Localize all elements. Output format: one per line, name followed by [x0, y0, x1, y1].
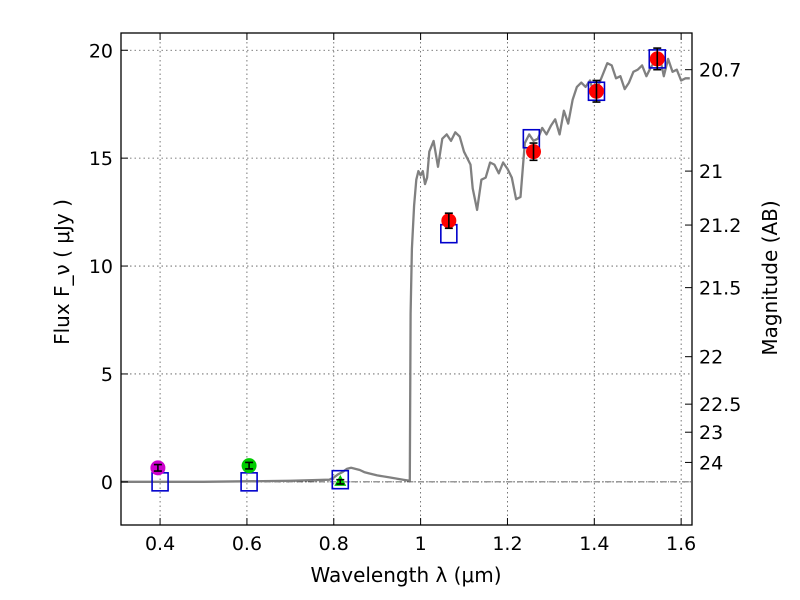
x-ticks: 0.4 0.6 0.8 1 1.2 1.4 1.6 [145, 33, 696, 555]
x-tick-label: 1.4 [579, 533, 609, 555]
sed-line [121, 53, 690, 483]
magnitude-tick-label: 21.5 [699, 278, 741, 300]
y-tick-label: 5 [101, 364, 113, 386]
x-tick-label: 0.4 [145, 533, 175, 555]
magnitude-tick-label: 22.5 [699, 394, 741, 416]
magnitude-tick-label: 24 [699, 452, 723, 474]
magnitude-tick-label: 20.7 [699, 60, 741, 82]
model-boxes [151, 49, 667, 492]
y-tick-label: 15 [89, 148, 113, 170]
x-tick-label: 0.8 [319, 533, 349, 555]
magnitude-tick-label: 21.2 [699, 215, 741, 237]
magnitude-ticks: 20.7 21 21.2 21.5 22 22.5 23 24 [685, 60, 741, 474]
y-tick-label: 10 [89, 256, 113, 278]
y-axis-label-text: Flux F_ν ( μJy ) [50, 199, 74, 345]
x-tick-label: 1.2 [492, 533, 522, 555]
y-axis-label: Flux F_ν ( μJy ) [50, 199, 74, 345]
right-axis-label: Magnitude (AB) [758, 200, 782, 355]
x-tick-label: 1.6 [666, 533, 696, 555]
plot-frame [120, 32, 693, 526]
grid-layer [121, 33, 692, 525]
magnitude-tick-label: 23 [699, 422, 723, 444]
x-axis-label: Wavelength λ (μm) [310, 563, 501, 587]
magnitude-tick-label: 22 [699, 347, 723, 369]
template-sed [121, 53, 690, 483]
y-ticks: 0 5 10 15 20 [89, 40, 128, 494]
x-tick-label: 0.6 [232, 533, 262, 555]
magnitude-tick-label: 21 [699, 161, 723, 183]
observations [150, 47, 665, 486]
model-box [331, 469, 350, 490]
y-tick-label: 20 [89, 40, 113, 62]
x-tick-label: 1 [415, 533, 427, 555]
y-tick-label: 0 [101, 472, 113, 494]
